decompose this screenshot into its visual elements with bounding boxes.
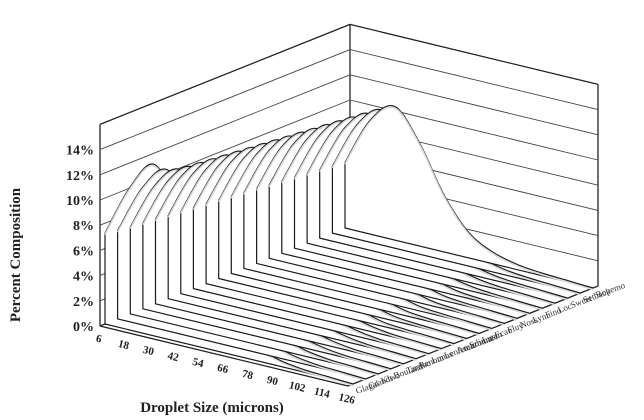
series-curve xyxy=(344,104,594,291)
y-tick-label: 0% xyxy=(73,320,94,335)
x-axis-title: Droplet Size (microns) xyxy=(140,400,284,416)
back-wall-gridline xyxy=(349,74,599,136)
x-tick-label: 126 xyxy=(337,391,356,407)
x-tick-label: 102 xyxy=(288,379,307,395)
y-tick-label: 6% xyxy=(73,244,94,259)
series-highlight xyxy=(344,106,594,291)
left-wall-gridline xyxy=(99,74,351,176)
back-wall-gridline xyxy=(349,49,599,111)
series-curves xyxy=(104,104,594,387)
depth-label: Loc xyxy=(556,301,573,315)
y-tick-label: 10% xyxy=(66,194,94,209)
y-tick-label: 4% xyxy=(73,270,94,285)
x-tick-label: 6 xyxy=(95,333,104,346)
y-tick-labels: 0% 2% 4% 6% 8% 10% 12% 14% xyxy=(66,144,94,335)
floor-front-edge xyxy=(99,325,349,387)
left-wall-gridline xyxy=(99,49,351,151)
series-ribbon xyxy=(344,104,594,289)
y-tick-label: 8% xyxy=(73,219,94,234)
depth-label: Glagal xyxy=(354,378,380,396)
y-tick-label: 2% xyxy=(73,295,94,310)
x-tick-label: 78 xyxy=(241,368,255,382)
x-tick-label: 30 xyxy=(142,344,156,358)
y-axis-title: Percent Composition xyxy=(8,187,24,322)
y-tick-label: 12% xyxy=(66,169,94,184)
x-tick-labels: 6 18 30 42 54 66 78 90 102 114 126 xyxy=(95,333,357,407)
x-tick-label: 66 xyxy=(216,362,230,376)
x-tick-label: 54 xyxy=(191,356,205,370)
x-tick-label: 18 xyxy=(117,338,131,352)
x-tick-label: 114 xyxy=(313,385,332,401)
left-wall-top-edge xyxy=(99,23,351,126)
back-wall-top-edge xyxy=(349,23,599,86)
y-tick-label: 14% xyxy=(66,144,94,159)
x-tick-label: 42 xyxy=(166,350,180,364)
x-tick-label: 90 xyxy=(266,374,280,388)
